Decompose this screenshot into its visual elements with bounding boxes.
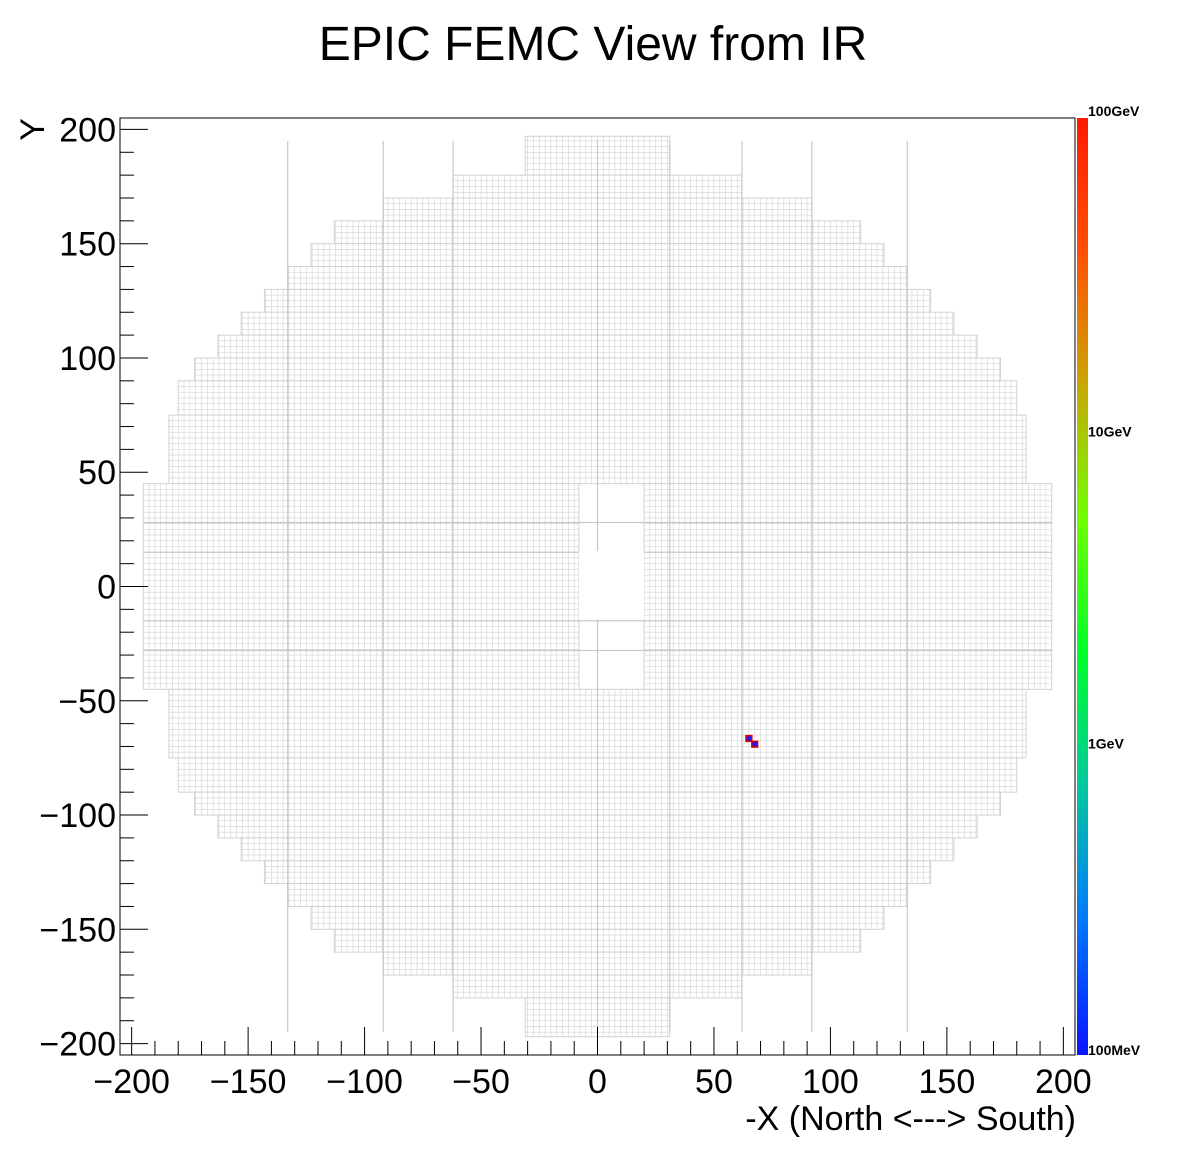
cell-grid: [334, 220, 861, 244]
beam-hole: [578, 551, 645, 620]
cell-grid: [194, 357, 1001, 382]
colorbar-label: 100MeV: [1088, 1042, 1141, 1058]
y-tick-label: −150: [39, 911, 116, 949]
cell-grid: [383, 952, 812, 976]
cell-grid: [264, 860, 931, 884]
cell-grid: [194, 792, 1001, 816]
colorbar: 100GeV 10GeV 1GeV 100MeV: [1077, 103, 1141, 1058]
hit-cell: [751, 740, 759, 748]
cell-grid: [453, 975, 742, 999]
x-axis: −200 −150 −100 −50 0 50 100 150 200: [93, 1027, 1092, 1101]
chart-title: EPIC FEMC View from IR: [319, 18, 868, 71]
x-tick-label: −200: [93, 1063, 170, 1101]
y-axis: −200 −150 −100 −50 0 50 100 150 200: [39, 111, 148, 1064]
x-tick-label: 50: [695, 1063, 733, 1101]
cell-grid: [177, 380, 1017, 416]
x-tick-label: −150: [210, 1063, 287, 1101]
hit-cells: [745, 734, 759, 748]
cell-grid: [334, 929, 861, 953]
cell-grid: [311, 243, 884, 267]
x-tick-label: 100: [802, 1063, 859, 1101]
y-tick-label: 100: [59, 340, 116, 378]
x-tick-label: −100: [326, 1063, 403, 1101]
hit-cell: [745, 734, 753, 743]
y-tick-label: 50: [78, 454, 116, 492]
x-tick-label: 150: [919, 1063, 976, 1101]
cell-grid: [217, 335, 978, 359]
colorbar-label: 1GeV: [1088, 736, 1124, 752]
y-tick-label: −50: [58, 683, 116, 721]
y-axis-title: Y: [14, 118, 52, 141]
cell-grid: [241, 312, 954, 336]
cell-grid: [453, 175, 742, 199]
y-tick-label: 200: [59, 111, 116, 149]
x-axis-title: -X (North <---> South): [745, 1100, 1076, 1138]
y-tick-label: 150: [59, 226, 116, 264]
cell-grid: [311, 906, 884, 930]
y-tick-label: −100: [39, 797, 116, 835]
cell-grid: [383, 197, 812, 222]
cell-grid: [264, 289, 931, 313]
cell-grid: [217, 815, 978, 839]
x-tick-label: −50: [452, 1063, 510, 1101]
cell-grid: [168, 689, 1027, 759]
cell-grid: [177, 757, 1017, 793]
x-tick-label: 200: [1035, 1063, 1092, 1101]
cell-grid: [168, 415, 1027, 484]
detector-cells: [142, 135, 1053, 1038]
detector-row: [142, 483, 1053, 690]
cell-grid: [287, 266, 908, 290]
cell-grid: [241, 837, 954, 862]
module-boundaries: [143, 140, 1052, 1033]
colorbar-label: 100GeV: [1088, 103, 1140, 119]
colorbar-label: 10GeV: [1088, 423, 1132, 439]
colorbar-gradient: [1077, 118, 1088, 1055]
y-tick-label: 0: [97, 569, 116, 607]
y-tick-label: −200: [39, 1026, 116, 1064]
x-tick-label: 0: [588, 1063, 607, 1101]
cell-grid: [287, 883, 908, 907]
